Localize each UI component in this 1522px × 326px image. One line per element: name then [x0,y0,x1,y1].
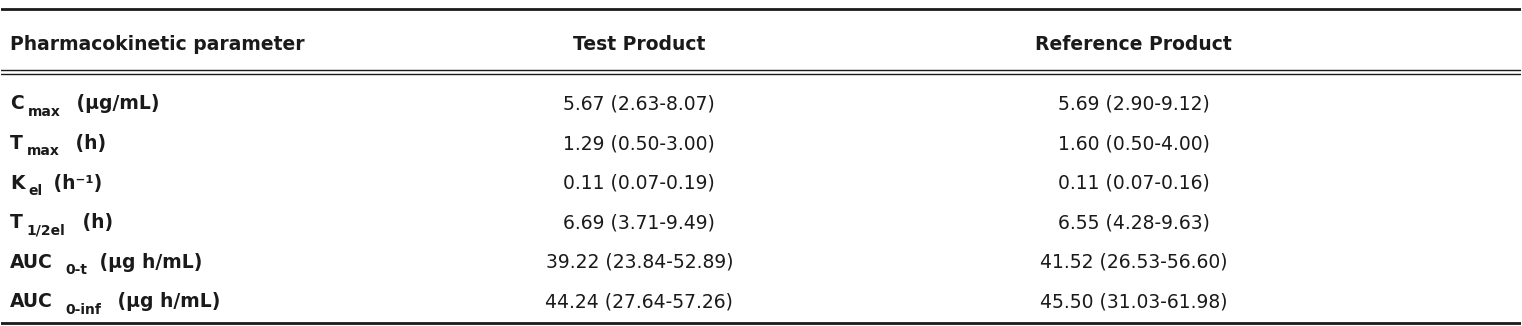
Text: (h⁻¹): (h⁻¹) [47,174,102,193]
Text: 39.22 (23.84-52.89): 39.22 (23.84-52.89) [545,253,734,272]
Text: 1/2el: 1/2el [26,223,65,237]
Text: 0-t: 0-t [65,263,87,277]
Text: Pharmacokinetic parameter: Pharmacokinetic parameter [9,35,304,54]
Text: max: max [27,105,61,119]
Text: (h): (h) [76,213,114,232]
Text: 5.69 (2.90-9.12): 5.69 (2.90-9.12) [1058,95,1210,113]
Text: Test Product: Test Product [574,35,706,54]
Text: T: T [9,213,23,232]
Text: C: C [9,95,23,113]
Text: 41.52 (26.53-56.60): 41.52 (26.53-56.60) [1040,253,1227,272]
Text: 0-inf: 0-inf [65,303,100,317]
Text: K: K [9,174,24,193]
Text: (μg h/mL): (μg h/mL) [93,253,202,272]
Text: Reference Product: Reference Product [1035,35,1231,54]
Text: (μg/mL): (μg/mL) [70,95,160,113]
Text: (h): (h) [68,134,107,153]
Text: max: max [26,144,59,158]
Text: 44.24 (27.64-57.26): 44.24 (27.64-57.26) [545,292,734,311]
Text: (μg h/mL): (μg h/mL) [111,292,221,311]
Text: 0.11 (0.07-0.16): 0.11 (0.07-0.16) [1058,174,1210,193]
Text: 1.29 (0.50-3.00): 1.29 (0.50-3.00) [563,134,715,153]
Text: 0.11 (0.07-0.19): 0.11 (0.07-0.19) [563,174,715,193]
Text: 5.67 (2.63-8.07): 5.67 (2.63-8.07) [563,95,715,113]
Text: AUC: AUC [9,253,53,272]
Text: 1.60 (0.50-4.00): 1.60 (0.50-4.00) [1058,134,1210,153]
Text: 6.55 (4.28-9.63): 6.55 (4.28-9.63) [1058,213,1210,232]
Text: 45.50 (31.03-61.98): 45.50 (31.03-61.98) [1040,292,1227,311]
Text: el: el [29,184,43,198]
Text: 6.69 (3.71-9.49): 6.69 (3.71-9.49) [563,213,715,232]
Text: T: T [9,134,23,153]
Text: AUC: AUC [9,292,53,311]
